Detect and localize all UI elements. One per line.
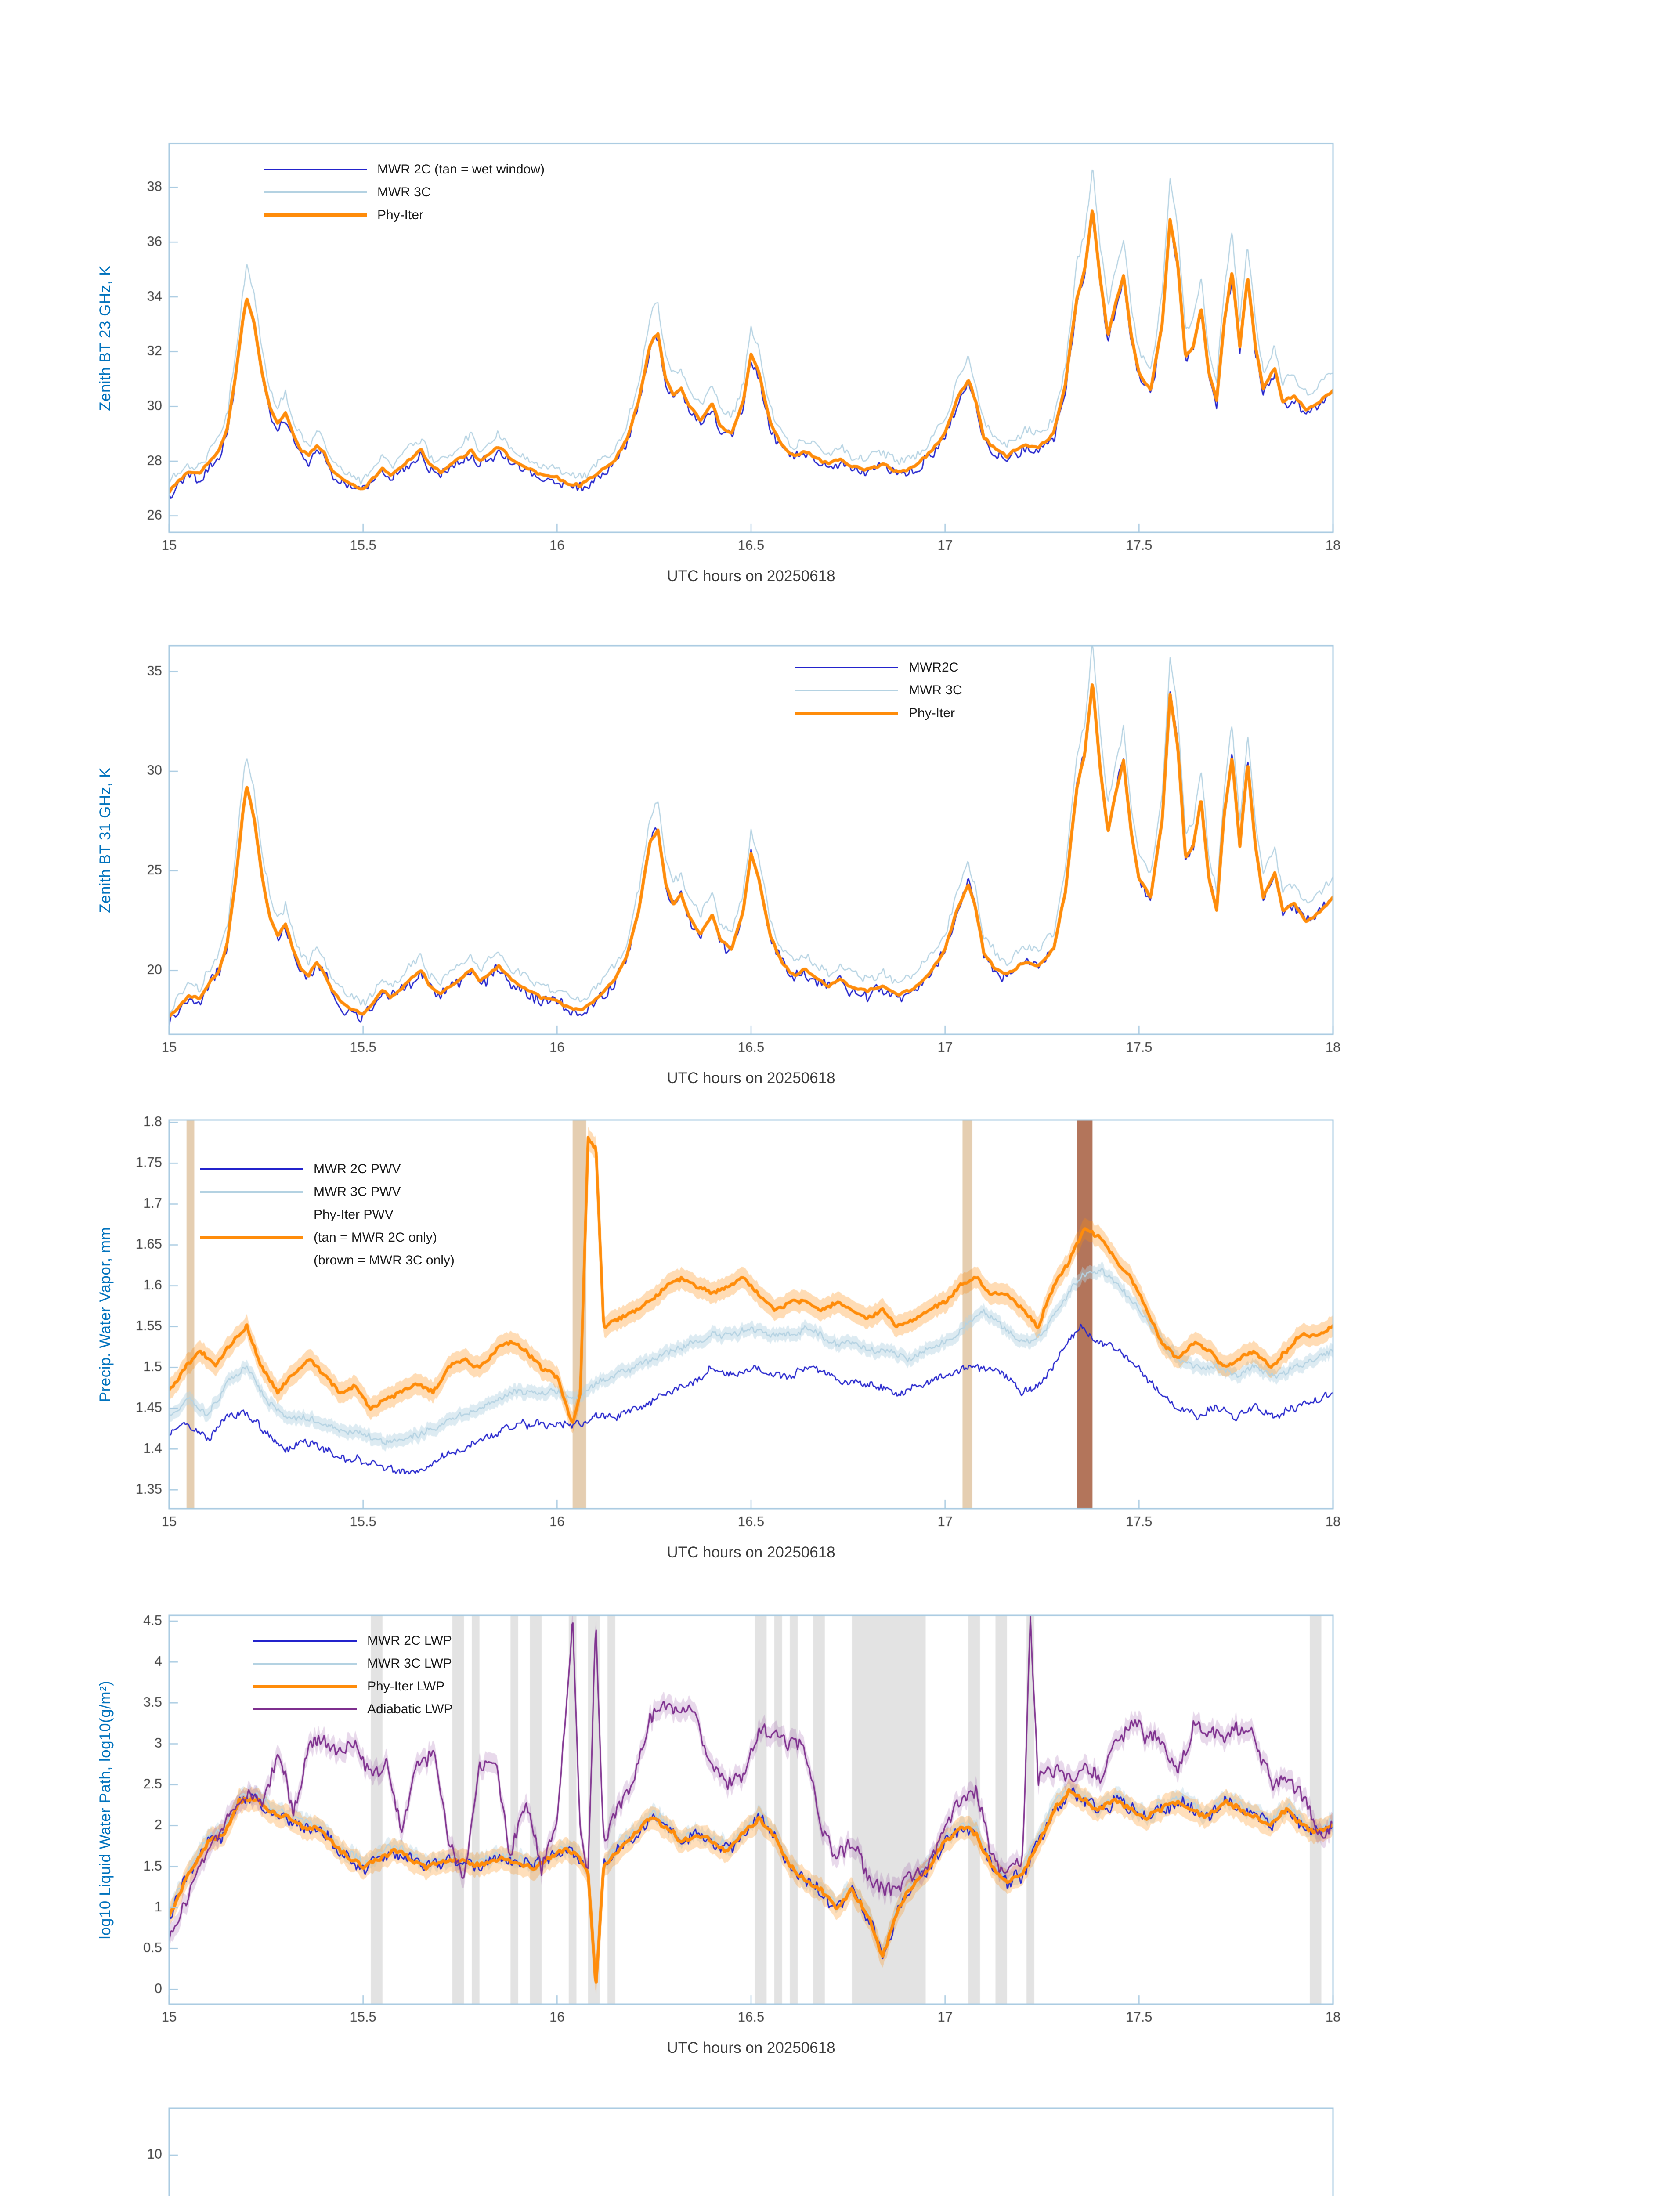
legend-item: MWR 3C LWP xyxy=(253,1652,453,1675)
legend-line-sample xyxy=(200,1236,303,1239)
legend-line-sample xyxy=(253,1708,357,1710)
legend-item: MWR2C xyxy=(795,656,962,679)
legend-item: Phy-Iter PWV xyxy=(200,1203,455,1226)
pwv-legend: MWR 2C PWV MWR 3C PWV Phy-Iter PWV (tan = M… xyxy=(200,1158,455,1272)
legend-item: MWR 2C LWP xyxy=(253,1629,453,1652)
legend-line-sample xyxy=(795,712,898,715)
lwp-plot-canvas xyxy=(0,1576,1405,2063)
pwv-x-axis-label: UTC hours on 20250618 xyxy=(667,1544,835,1561)
legend-line-sample xyxy=(253,1685,357,1688)
legend-label: Phy-Iter PWV xyxy=(314,1207,394,1222)
bt31-y-axis-label: Zenith BT 31 GHz, K xyxy=(97,767,114,913)
legend-label: Adiabatic LWP xyxy=(367,1702,453,1716)
legend-line-sample xyxy=(264,169,367,170)
pwv-plot-canvas xyxy=(0,1080,1405,1568)
legend-item: MWR 2C PWV xyxy=(200,1158,455,1181)
dq-flag-plot-canvas xyxy=(0,2069,1405,2196)
legend-item: Phy-Iter LWP xyxy=(253,1675,453,1698)
bt23-x-axis-label: UTC hours on 20250618 xyxy=(667,567,835,585)
legend-label: (tan = MWR 2C only) xyxy=(314,1230,437,1245)
legend-label: MWR 2C LWP xyxy=(367,1633,452,1648)
lwp-legend: MWR 2C LWP MWR 3C LWP Phy-Iter LWP Adiabati… xyxy=(253,1629,453,1721)
legend-item: Phy-Iter xyxy=(264,204,545,227)
legend-line-sample xyxy=(795,690,898,691)
legend-label: Phy-Iter xyxy=(377,208,424,222)
legend-item: MWR 3C PWV xyxy=(200,1181,455,1203)
legend-item: (brown = MWR 3C only) xyxy=(200,1249,455,1272)
legend-label: Phy-Iter xyxy=(909,706,955,720)
bt23-legend: MWR 2C (tan = wet window) MWR 3C Phy-Iter xyxy=(264,158,545,227)
legend-line-sample xyxy=(795,667,898,668)
lwp-x-axis-label: UTC hours on 20250618 xyxy=(667,2039,835,2056)
legend-label: MWR 2C PWV xyxy=(314,1162,401,1176)
legend-item: MWR 3C xyxy=(795,679,962,702)
legend-label: MWR 3C xyxy=(909,683,962,697)
pwv-y-axis-label: Precip. Water Vapor, mm xyxy=(97,1227,114,1402)
legend-line-sample xyxy=(253,1640,357,1642)
bt23-y-axis-label: Zenith BT 23 GHz, K xyxy=(97,265,114,411)
legend-line-sample xyxy=(264,191,367,193)
legend-line-sample xyxy=(264,213,367,217)
legend-label: MWR 3C PWV xyxy=(314,1185,401,1199)
bt23-plot-canvas xyxy=(0,104,1405,592)
bt31-legend: MWR2C MWR 3C Phy-Iter xyxy=(795,656,962,725)
legend-item: MWR 2C (tan = wet window) xyxy=(264,158,545,181)
legend-label: MWR 3C xyxy=(377,185,431,199)
legend-item: Adiabatic LWP xyxy=(253,1698,453,1721)
legend-line-sample xyxy=(200,1168,303,1170)
legend-label: MWR 3C LWP xyxy=(367,1656,452,1671)
legend-line-sample xyxy=(200,1191,303,1193)
legend-label: Phy-Iter LWP xyxy=(367,1679,445,1694)
legend-item: MWR 3C xyxy=(264,181,545,204)
legend-label: (brown = MWR 3C only) xyxy=(314,1253,455,1268)
legend-line-sample xyxy=(253,1663,357,1665)
lwp-y-axis-label: log10 Liquid Water Path, log10(g/m²) xyxy=(97,1680,114,1940)
legend-label: MWR2C xyxy=(909,660,959,675)
bt31-plot-canvas xyxy=(0,606,1405,1094)
legend-item: Phy-Iter xyxy=(795,702,962,725)
legend-label: MWR 2C (tan = wet window) xyxy=(377,162,545,177)
legend-item: (tan = MWR 2C only) xyxy=(200,1226,455,1249)
